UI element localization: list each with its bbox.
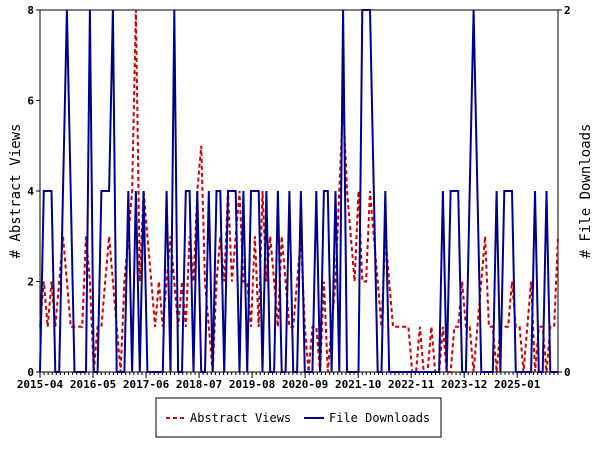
x-axis-ticks: 2015-04 2016-05 2017-06 2018-07 2019-08 2020-… bbox=[17, 372, 559, 391]
x-tick-label: 2023-12 bbox=[441, 378, 487, 391]
left-tick-label: 0 bbox=[27, 366, 34, 379]
y-axis-title-left: # Abstract Views bbox=[8, 124, 24, 259]
x-tick-label: 2017-06 bbox=[123, 378, 170, 391]
legend: Abstract Views File Downloads bbox=[155, 397, 442, 438]
left-tick-label: 4 bbox=[27, 185, 34, 198]
legend-label-file-downloads: File Downloads bbox=[329, 411, 430, 425]
left-tick-label: 2 bbox=[27, 276, 34, 289]
x-tick-label: 2015-04 bbox=[17, 378, 64, 391]
right-axis-ticks: 02 bbox=[558, 4, 571, 379]
x-tick-label: 2016-05 bbox=[70, 378, 116, 391]
x-tick-label: 2021-10 bbox=[335, 378, 381, 391]
right-tick-label: 0 bbox=[564, 366, 571, 379]
x-tick-label: 2022-11 bbox=[388, 378, 435, 391]
x-tick-label: 2019-08 bbox=[229, 378, 275, 391]
legend-box bbox=[155, 397, 442, 438]
right-tick-label: 2 bbox=[564, 4, 571, 17]
x-tick-label: 2025-01 bbox=[494, 378, 541, 391]
legend-label-abstract-views: Abstract Views bbox=[190, 411, 291, 425]
series-line-file-downloads bbox=[39, 9, 558, 373]
left-axis-ticks: 0 2 4 6 8 bbox=[27, 4, 40, 379]
y-axis-title-right: # File Downloads bbox=[578, 124, 594, 259]
series-layer bbox=[39, 9, 559, 373]
left-tick-label: 6 bbox=[27, 95, 34, 108]
x-tick-label: 2020-09 bbox=[282, 378, 328, 391]
x-tick-label: 2018-07 bbox=[176, 378, 222, 391]
left-tick-label: 8 bbox=[27, 4, 34, 17]
